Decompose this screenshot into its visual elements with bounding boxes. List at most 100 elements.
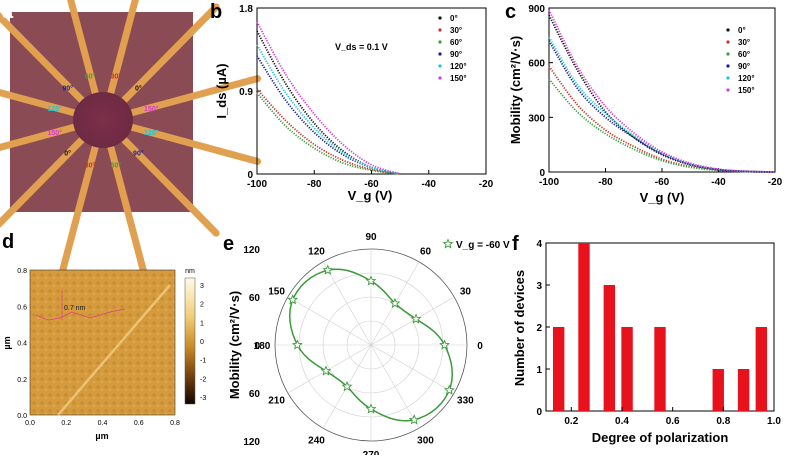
bar	[737, 369, 750, 411]
polar-angle-label: 180	[254, 341, 271, 352]
plot-c-legend: 0° 30° 60° 90° 120° 150°	[726, 26, 755, 95]
bar	[712, 369, 724, 411]
device-flake	[73, 92, 133, 148]
y-tick-label: 300	[528, 113, 545, 124]
colorbar	[184, 277, 196, 405]
polar-data-star	[410, 313, 422, 324]
polar-radial-tick: 120	[243, 245, 260, 256]
panel-a-label: a	[2, 1, 14, 23]
series-line	[256, 30, 401, 175]
angle-label: 0°	[64, 150, 71, 158]
y-tick-label: 4	[536, 239, 542, 250]
series-line	[256, 55, 401, 175]
colorbar-tick-label: 3	[200, 283, 204, 290]
electrode	[126, 75, 262, 117]
y-tick-label: 1	[536, 365, 542, 376]
plot-c-series	[548, 9, 776, 173]
x-tick-label: 0.4	[615, 416, 629, 427]
angle-label: 90°	[133, 150, 144, 158]
polar-spoke	[370, 344, 420, 429]
y-tick-label: 0	[247, 170, 253, 181]
y-tick-label: 1.8	[239, 4, 253, 15]
colorbar-unit: nm	[185, 268, 195, 275]
colorbar-tick-label: 2	[200, 302, 204, 309]
colorbar-tick-label: -1	[200, 358, 206, 365]
colorbar-tick-label: 1	[200, 320, 204, 327]
legend-entry: 60°	[738, 50, 750, 59]
legend-entry: 0°	[738, 26, 746, 35]
polar-angle-label: 60	[420, 247, 432, 258]
panel-d-label: d	[2, 231, 14, 253]
y-tick-label: 600	[528, 59, 545, 70]
legend-entry: 60°	[450, 38, 462, 47]
bar	[578, 243, 590, 411]
angle-label: 90°	[62, 84, 73, 92]
polar-data-star	[365, 275, 377, 286]
x-tick-label: 0.8	[170, 420, 180, 427]
panel-b-label: b	[210, 1, 222, 23]
y-tick-label: 900	[528, 4, 545, 15]
polar-angle-label: 270	[363, 450, 380, 455]
plot-b-xlabel: V_g (V)	[348, 188, 393, 203]
polar-spoke	[370, 344, 455, 394]
legend-entry: 30°	[738, 38, 750, 47]
plot-f-ylabel: Number of devices	[512, 270, 527, 386]
legend-entry: V_g = -60 V	[456, 240, 510, 251]
legend-entry: 150°	[738, 86, 755, 95]
polar-angle-label: 210	[268, 396, 285, 407]
polar-data-star	[287, 294, 299, 305]
legend-entry: 90°	[450, 50, 462, 59]
legend-marker	[438, 64, 442, 68]
polar-angle-label: 300	[417, 435, 434, 446]
legend-entry: 90°	[738, 62, 750, 71]
colorbar-ticks: 3 2 1 0 -1 -2 -3	[200, 283, 206, 402]
electrode	[0, 123, 80, 152]
plot-b-annotation: V_ds = 0.1 V	[335, 42, 388, 52]
series-line	[256, 44, 401, 175]
plot-e-legend: V_g = -60 V	[442, 238, 510, 251]
y-tick-label: 0.8	[17, 268, 27, 275]
polar-radial-tick: 60	[249, 389, 261, 400]
colorbar-tick-label: 0	[200, 339, 204, 346]
polar-data-star	[320, 365, 332, 376]
polar-angle-label: 30	[460, 287, 472, 298]
series-line	[548, 9, 776, 173]
plot-d-xlabel: µm	[95, 431, 108, 441]
polar-data-star	[439, 339, 450, 350]
panel-c-label: c	[505, 1, 516, 23]
x-tick-label: 1.0	[767, 416, 781, 427]
plot-d-ticks: 0.0 0.2 0.4 0.6 0.8 0.0 0.2 0.4 0.6 0.8	[17, 268, 180, 427]
electrodes	[0, 0, 262, 279]
electrode	[106, 0, 139, 99]
legend-marker	[438, 76, 442, 80]
plot-b-legend: 0° 30° 60° 90° 120° 150°	[438, 14, 467, 83]
plot-c-xlabel: V_g (V)	[640, 190, 685, 205]
angle-label: 120°	[47, 105, 62, 113]
legend-marker	[726, 76, 730, 80]
polar-angle-label: 240	[308, 435, 325, 446]
afm-step-height: 0.7 nm	[64, 305, 86, 312]
electrode	[0, 134, 87, 228]
polar-data-star	[443, 384, 455, 395]
angle-label: 0°	[135, 84, 142, 92]
x-tick-label: -100	[539, 177, 559, 188]
x-tick-label: -40	[711, 177, 726, 188]
x-tick-label: -20	[768, 177, 783, 188]
panel-a-optical-image: 0° 30° 60° 90° 120° 150° 0° 30° 60° 90° 120° 150°	[0, 0, 262, 279]
legend-entry: 120°	[738, 74, 755, 83]
x-tick-label: -60	[655, 177, 670, 188]
polar-spoke	[287, 296, 372, 346]
polar-angle-label: 150	[268, 287, 285, 298]
electrode	[106, 141, 148, 279]
x-tick-label: 0.8	[716, 416, 730, 427]
legend-entry: 0°	[450, 14, 458, 23]
polar-angle-label: 330	[457, 396, 474, 407]
polar-plot: 0 30 60 90 120 150 180 210 240 270 300 330 120 60 0 60 1…	[243, 232, 483, 460]
y-tick-label: 2	[536, 323, 542, 334]
electrode	[126, 123, 262, 165]
electrode	[67, 0, 100, 99]
panel-e-polar: e 0 30 60 90 120 150 180 210 240 270 300 330 120 60 0 6…	[223, 232, 510, 460]
legend-marker	[438, 28, 442, 32]
panel-c-mobility-vs-vg: c -100 -80 -60 -40 -20 0 300 600 900 0° 30° 60° 90°…	[505, 1, 783, 205]
x-tick-label: -80	[598, 177, 613, 188]
